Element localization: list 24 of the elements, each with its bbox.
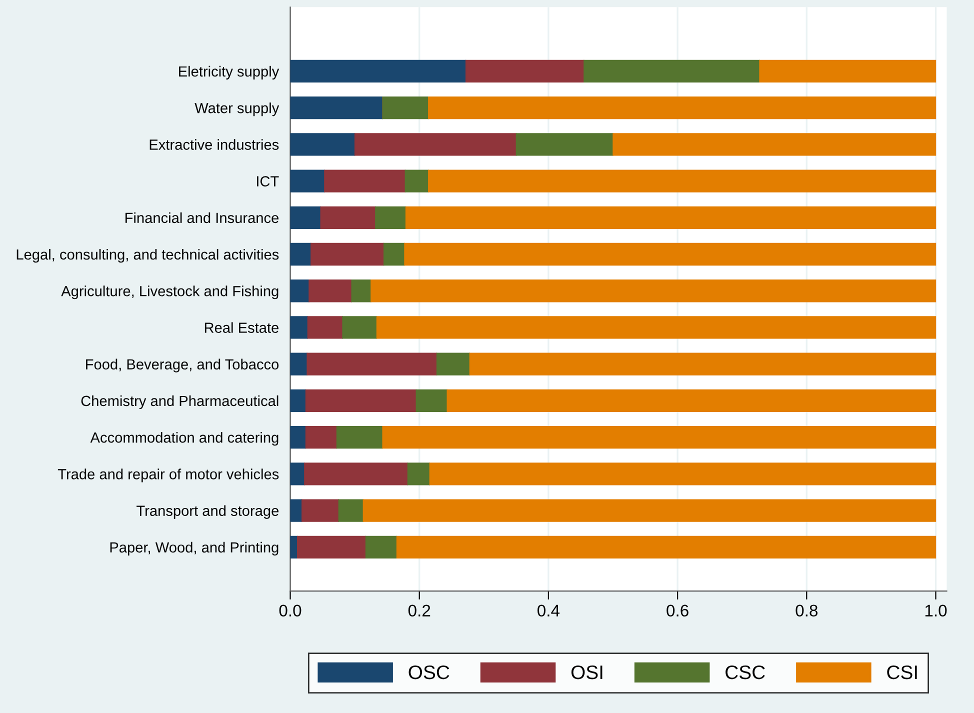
legend-label: OSC: [408, 665, 450, 680]
y-tick-label: Legal, consulting, and technical activities: [16, 248, 279, 263]
y-tick-label: Paper, Wood, and Printing: [110, 542, 278, 556]
x-tick-label: 0.0: [279, 604, 302, 617]
x-tick-label: 0.4: [538, 604, 560, 617]
y-tick-label: Accommodation and catering: [90, 432, 278, 446]
y-tick-label: Agriculture, Livestock and Fishing: [61, 286, 278, 300]
y-tick-label: Financial and Insurance: [126, 212, 279, 224]
y-tick-label: Water supply: [194, 102, 280, 116]
y-tick-label: Extractive industries: [150, 139, 279, 150]
x-tick-label: 1.0: [925, 604, 947, 617]
x-tick-label: 0.2: [408, 604, 430, 617]
y-tick-label: Food, Beverage, and Tobacco: [86, 358, 279, 372]
legend-label: CSC: [726, 665, 765, 680]
x-tick-label: 0.6: [666, 604, 688, 617]
x-tick-label: 0.8: [796, 604, 818, 617]
legend-label: CSI: [887, 665, 917, 680]
legend-label: OSI: [571, 665, 602, 680]
y-tick-label: Chemistry and Pharmaceutical: [81, 395, 278, 410]
y-tick-label: Transport and storage: [136, 505, 279, 519]
y-tick-label: Real Estate: [204, 322, 278, 333]
y-tick-label: ICT: [256, 176, 279, 186]
y-tick-label: Eletricity supply: [179, 66, 280, 80]
y-tick-label: Trade and repair of motor vehicles: [58, 468, 279, 482]
